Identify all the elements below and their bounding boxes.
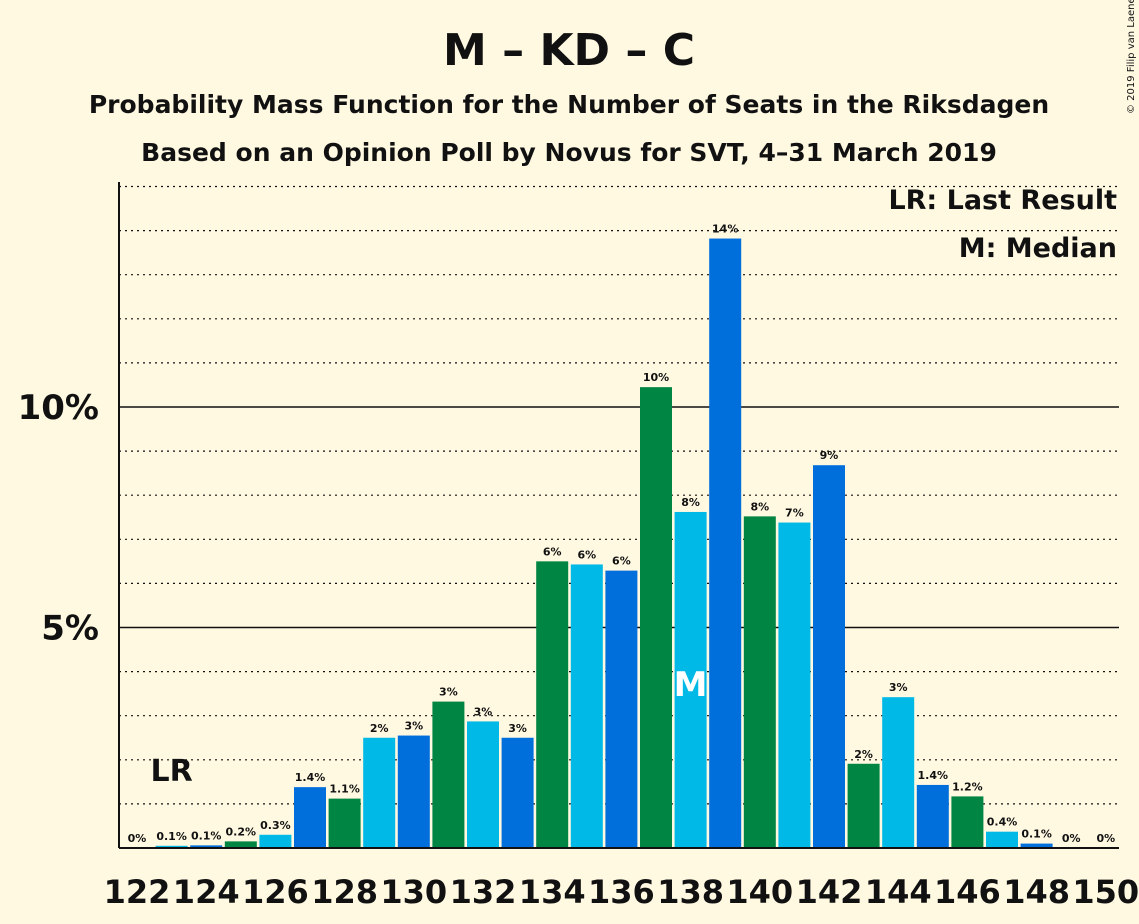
- data-label-seat-135: 6%: [577, 548, 596, 561]
- x-tick-124: 124: [173, 873, 240, 911]
- median-marker: M: [674, 665, 708, 705]
- bar-seat-125: [224, 841, 257, 848]
- copyright-text: © 2019 Filip van Laenen: [1126, 0, 1137, 114]
- data-label-seat-134: 6%: [543, 545, 562, 558]
- data-label-seat-139: 14%: [712, 223, 738, 236]
- data-label-seat-128: 1.1%: [329, 783, 360, 796]
- bar-seat-146: [951, 796, 984, 848]
- bar-seat-148: [1020, 843, 1053, 848]
- x-tick-142: 142: [796, 873, 863, 911]
- x-tick-labels: 122 124 126 128 130 132 134 136 138 140 142 144 146 1…: [104, 873, 1139, 911]
- data-label-seat-147: 0.4%: [987, 816, 1018, 829]
- chart-subtitle-2: Based on an Opinion Poll by Novus for SV…: [141, 138, 997, 167]
- bar-seat-136: [605, 570, 638, 848]
- data-label-seat-124: 0.1%: [191, 829, 222, 842]
- data-label-seat-131: 3%: [439, 686, 458, 699]
- x-tick-136: 136: [588, 873, 655, 911]
- y-tick-10: 10%: [18, 388, 99, 428]
- bar-seat-144: [882, 697, 915, 848]
- x-tick-150: 150: [1072, 873, 1139, 911]
- bar-seat-143: [847, 763, 880, 848]
- data-label-seat-144: 3%: [889, 681, 908, 694]
- bar-seat-141: [778, 522, 811, 848]
- bar-seat-134: [536, 561, 569, 848]
- x-tick-134: 134: [519, 873, 586, 911]
- data-label-seat-126: 0.3%: [260, 819, 291, 832]
- bar-seat-129: [363, 737, 396, 848]
- data-label-seat-148: 0.1%: [1021, 828, 1052, 841]
- bar-seat-131: [432, 701, 465, 848]
- data-label-seat-127: 1.4%: [295, 771, 326, 784]
- x-tick-122: 122: [104, 873, 171, 911]
- x-tick-128: 128: [311, 873, 378, 911]
- x-tick-126: 126: [242, 873, 309, 911]
- bar-seat-135: [570, 564, 603, 848]
- bar-seat-130: [397, 735, 430, 848]
- legend-median: M: Median: [959, 233, 1117, 264]
- y-tick-labels: 5% 10%: [18, 388, 99, 649]
- data-label-seat-146: 1.2%: [952, 780, 983, 793]
- x-tick-130: 130: [380, 873, 447, 911]
- bar-seat-123: [155, 845, 188, 848]
- legend-last-result: LR: Last Result: [888, 185, 1117, 216]
- data-label-seat-122: 0%: [128, 832, 147, 845]
- data-label-seat-141: 7%: [785, 507, 804, 520]
- last-result-marker: LR: [150, 754, 192, 789]
- bars-group: [155, 238, 1053, 849]
- x-tick-138: 138: [657, 873, 724, 911]
- data-label-seat-130: 3%: [404, 720, 423, 733]
- x-tick-140: 140: [726, 873, 793, 911]
- data-label-seat-137: 10%: [643, 371, 669, 384]
- data-labels-group: 0% 0.1% 0.1% 0.2%0.3%1.4%1.1%2% 3%3%3%3%6% 6%…: [128, 223, 1115, 845]
- bar-seat-128: [328, 798, 361, 848]
- data-label-seat-136: 6%: [612, 555, 631, 568]
- x-tick-132: 132: [450, 873, 517, 911]
- y-tick-5: 5%: [41, 609, 99, 649]
- bar-seat-124: [190, 845, 223, 848]
- x-tick-144: 144: [865, 873, 932, 911]
- bar-seat-137: [640, 387, 672, 848]
- chart-title: M – KD – C: [443, 25, 695, 76]
- data-label-seat-133: 3%: [508, 722, 527, 735]
- bar-seat-142: [813, 465, 845, 848]
- data-label-seat-132: 3%: [474, 705, 493, 718]
- data-label-seat-129: 2%: [370, 722, 389, 735]
- bar-seat-138: [674, 511, 707, 848]
- data-label-seat-140: 8%: [750, 500, 769, 513]
- data-label-seat-123: 0.1%: [156, 830, 187, 843]
- chart-subtitle: Probability Mass Function for the Number…: [89, 90, 1049, 119]
- bar-seat-139: [709, 238, 742, 849]
- x-tick-148: 148: [1003, 873, 1070, 911]
- bar-seat-140: [743, 516, 776, 848]
- bar-seat-133: [501, 737, 534, 848]
- data-label-seat-149: 0%: [1062, 832, 1081, 845]
- data-label-seat-150: 0%: [1096, 832, 1115, 845]
- bar-seat-132: [467, 721, 499, 848]
- bar-seat-127: [294, 787, 326, 848]
- bar-seat-145: [916, 784, 949, 848]
- data-label-seat-145: 1.4%: [918, 769, 949, 782]
- data-label-seat-143: 2%: [854, 748, 873, 761]
- x-tick-146: 146: [934, 873, 1001, 911]
- data-label-seat-138: 8%: [681, 496, 700, 509]
- bar-seat-126: [259, 834, 292, 848]
- bar-seat-147: [986, 831, 1018, 848]
- data-label-seat-142: 9%: [820, 449, 839, 462]
- data-label-seat-125: 0.2%: [226, 825, 257, 838]
